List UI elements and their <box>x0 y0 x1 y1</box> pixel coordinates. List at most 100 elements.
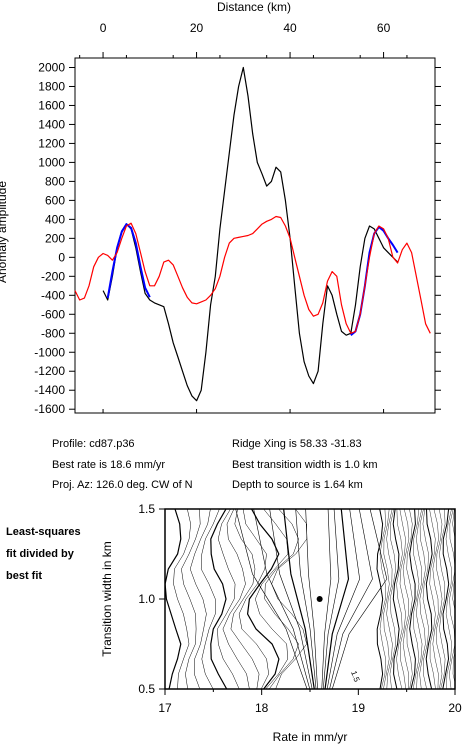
y-tick-label: 0 <box>58 250 65 264</box>
bottom-x-axis-label: Rate in mm/yr <box>273 730 348 744</box>
contour-line <box>295 509 340 689</box>
contour-line <box>442 509 450 689</box>
contour-line <box>445 509 453 689</box>
contour-label: 1.5 <box>349 670 361 684</box>
y-tick-label: -1600 <box>34 402 65 416</box>
contour-line <box>429 509 436 689</box>
top-y-ticks: 2000180016001400120010008006004002000-20… <box>34 60 441 416</box>
contour-line <box>463 509 467 689</box>
y-tick-label: -1000 <box>34 345 65 359</box>
contour-line <box>269 509 360 689</box>
y-tick-label: 400 <box>45 212 65 226</box>
side-label: Least-squares fit divided by best fit <box>6 521 81 587</box>
series-line-3 <box>74 215 431 334</box>
contour-chart: 17 18 19 20 1.5 1.0 0.5 1.5 Rate in mm/yr Tra… <box>100 502 467 744</box>
contour-line <box>253 509 373 689</box>
top-series-group <box>74 66 431 402</box>
bottom-y-tick-label: 1.5 <box>138 502 155 516</box>
depth-to-source-text: Depth to source is 1.64 km <box>232 479 363 491</box>
contour-line <box>452 509 455 684</box>
contour-line <box>376 509 384 689</box>
contour-line <box>246 509 280 689</box>
contour-line <box>210 509 228 689</box>
y-tick-label: 200 <box>45 231 65 245</box>
y-tick-label: 1200 <box>38 136 65 150</box>
x-tick-label: 0 <box>100 21 107 35</box>
bottom-y-tick-label: 1.0 <box>138 592 155 606</box>
y-tick-label: 1600 <box>38 98 65 112</box>
contour-line <box>386 509 393 689</box>
contour-line <box>283 509 350 689</box>
bottom-y-axis-label: Transition width in km <box>100 541 114 657</box>
contour-line <box>432 509 439 689</box>
contour-line <box>422 509 430 689</box>
contour-line <box>389 509 397 689</box>
best-fit-marker <box>316 596 323 602</box>
top-x-ticks: 0 20 40 60 <box>79 21 408 413</box>
contour-line <box>165 509 182 689</box>
contour-line <box>181 509 201 689</box>
y-tick-label: 600 <box>45 193 65 207</box>
x-tick-label: 40 <box>283 21 297 35</box>
contour-line <box>173 509 191 689</box>
bottom-x-tick-label: 19 <box>352 701 366 715</box>
side-label-line-2: fit divided by <box>6 548 74 560</box>
contour-line <box>396 509 403 689</box>
contour-line <box>449 509 455 689</box>
contour-line <box>459 509 465 689</box>
y-tick-label: -1400 <box>34 383 65 397</box>
contour-line <box>238 509 269 689</box>
y-tick-label: 1800 <box>38 79 65 93</box>
top-y-axis-label: Anomaly amplitude <box>0 181 9 283</box>
contour-line <box>230 509 260 689</box>
contour-line <box>264 509 299 689</box>
contour-line <box>439 509 446 689</box>
bottom-x-tick-label: 18 <box>255 701 269 715</box>
contour-line <box>419 509 426 689</box>
y-tick-label: -1200 <box>34 364 65 378</box>
y-tick-label: 2000 <box>38 60 65 74</box>
y-tick-label: -200 <box>41 269 65 283</box>
y-tick-label: -800 <box>41 326 65 340</box>
contour-line <box>222 509 250 689</box>
bottom-x-ticks: 17 18 19 20 <box>158 689 462 715</box>
anomaly-profile-chart: 0 20 40 60 20001800160014001200100080060040… <box>0 0 441 416</box>
contour-line <box>412 509 420 689</box>
contour-line <box>379 509 386 689</box>
contour-line <box>402 509 410 689</box>
contour-line <box>399 509 406 689</box>
y-tick-label: 800 <box>45 174 65 188</box>
bottom-y-tick-label: 0.5 <box>138 682 155 696</box>
contour-line <box>255 509 289 689</box>
y-tick-label: 1000 <box>38 155 65 169</box>
contour-lines-group <box>165 509 467 689</box>
proj-az-text: Proj. Az: 126.0 deg. CW of N <box>52 479 193 491</box>
contour-line <box>436 509 443 689</box>
contour-line <box>200 509 220 689</box>
side-label-line-1: Least-squares <box>6 526 81 538</box>
contour-line <box>425 509 433 689</box>
y-tick-label: -400 <box>41 288 65 302</box>
contour-line <box>235 509 388 689</box>
contour-line <box>305 509 332 689</box>
contour-line <box>189 509 211 689</box>
contour-line <box>416 509 423 689</box>
top-x-axis-label: Distance (km) <box>217 0 291 14</box>
profile-text: Profile: cd87.p36 <box>52 438 135 450</box>
contour-line <box>383 509 390 689</box>
bottom-y-ticks: 1.5 1.0 0.5 <box>138 502 165 696</box>
x-tick-label: 60 <box>377 21 391 35</box>
side-label-line-3: best fit <box>6 570 43 582</box>
series-line-1 <box>106 223 151 299</box>
contour-line <box>392 509 400 689</box>
transition-width-text: Best transition width is 1.0 km <box>232 459 378 471</box>
bottom-x-tick-label: 17 <box>158 701 172 715</box>
top-plot-frame <box>74 57 436 414</box>
ridge-xing-text: Ridge Xing is 58.33 -31.83 <box>232 438 362 450</box>
contour-line <box>456 509 462 689</box>
contour-line <box>271 509 308 689</box>
series-line-0 <box>102 66 399 402</box>
contour-line <box>409 509 416 689</box>
x-tick-label: 20 <box>190 21 204 35</box>
